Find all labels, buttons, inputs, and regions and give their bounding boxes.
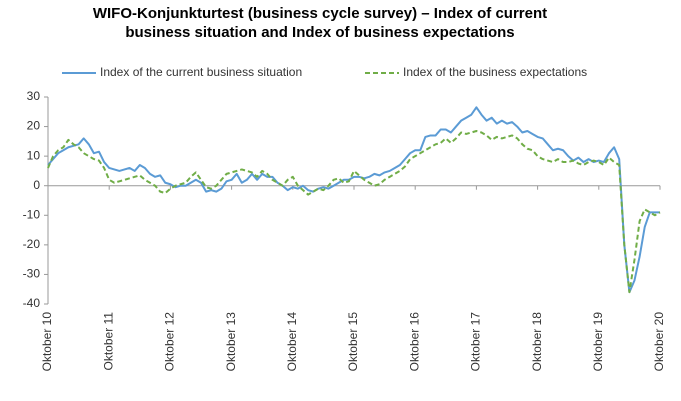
y-tick-label: 10 [27, 148, 41, 162]
legend-label: Index of the current business situation [100, 65, 302, 79]
y-tick-label: -30 [23, 267, 41, 281]
x-tick-label: Oktober 11 [101, 312, 115, 371]
x-tick-label: Oktober 10 [40, 312, 54, 372]
y-tick-label: 30 [27, 89, 41, 103]
x-tick-label: Oktober 12 [163, 312, 177, 372]
x-tick-label: Oktober 15 [346, 312, 360, 372]
y-tick-label: -40 [23, 296, 41, 310]
x-tick-label: Oktober 18 [530, 312, 544, 372]
legend-label: Index of the business expectations [403, 65, 587, 79]
series-line [47, 130, 661, 294]
y-tick-label: -10 [23, 207, 41, 221]
x-tick-label: Oktober 14 [285, 312, 299, 372]
x-tick-label: Oktober 16 [407, 312, 421, 372]
y-tick-label: 20 [27, 119, 41, 133]
y-tick-label: -20 [23, 237, 41, 251]
x-tick-label: Oktober 19 [591, 312, 605, 372]
y-tick-label: 0 [33, 178, 40, 192]
series-line [47, 106, 660, 294]
x-tick-label: Oktober 17 [469, 312, 483, 372]
x-tick-label: Oktober 13 [224, 312, 238, 372]
chart-title: WIFO-Konjunkturtest (business cycle surv… [92, 5, 548, 41]
x-tick-label: Oktober 20 [652, 312, 666, 372]
